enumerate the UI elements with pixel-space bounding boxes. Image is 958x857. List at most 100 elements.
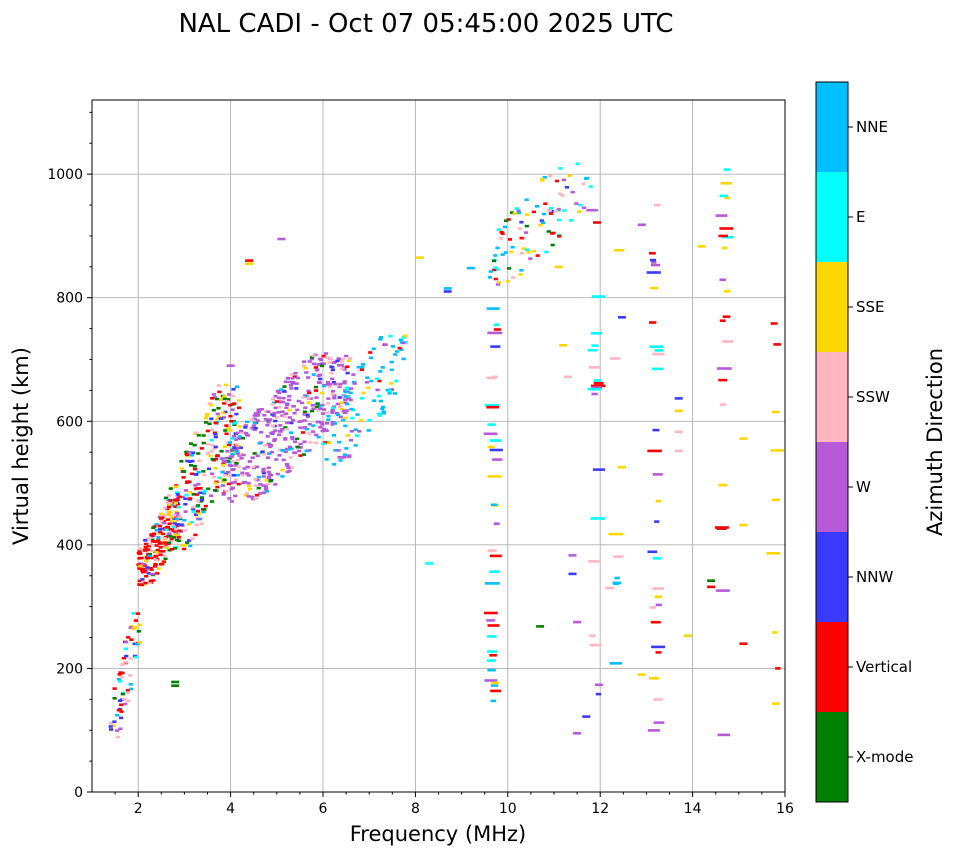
echo-point (226, 364, 235, 367)
echo-point (389, 382, 394, 385)
echo-point (313, 385, 318, 389)
echo-point (722, 315, 731, 318)
echo-point (204, 414, 209, 417)
echo-point (358, 419, 363, 422)
echo-point (236, 437, 241, 440)
echo-point (570, 190, 575, 194)
echo-point (278, 400, 283, 404)
echo-point (504, 219, 509, 222)
echo-point (648, 252, 656, 255)
echo-point (340, 357, 345, 361)
echo-point (718, 234, 728, 238)
echo-point (296, 399, 301, 403)
echo-point (521, 247, 527, 250)
echo-point (443, 290, 452, 293)
echo-point (349, 429, 354, 433)
echo-point (506, 267, 512, 270)
echo-point (222, 445, 227, 448)
x-tick-label: 8 (411, 801, 420, 817)
colorbar-label: SSE (856, 298, 885, 316)
echo-point (256, 410, 261, 414)
echo-point (278, 424, 283, 427)
echo-point (486, 635, 497, 638)
echo-point (291, 405, 296, 408)
echo-point (138, 562, 143, 565)
echo-point (284, 447, 289, 451)
echo-point (162, 537, 167, 540)
echo-point (593, 381, 604, 385)
echo-point (581, 182, 586, 186)
echo-point (143, 538, 148, 542)
echo-point (139, 583, 144, 587)
echo-point (341, 395, 346, 399)
echo-point (137, 583, 142, 586)
echo-point (307, 449, 312, 452)
echo-point (143, 546, 148, 549)
echo-point (189, 464, 194, 467)
echo-point (766, 552, 781, 555)
echo-point (495, 268, 500, 271)
echo-point (273, 419, 278, 423)
echo-point (245, 472, 250, 475)
echo-point (210, 397, 215, 400)
echo-point (191, 510, 196, 513)
echo-point (323, 428, 328, 432)
echo-point (291, 419, 296, 422)
echo-point (333, 382, 338, 386)
echo-point (225, 470, 231, 474)
echo-point (332, 422, 338, 425)
echo-point (223, 429, 228, 432)
echo-point (350, 416, 355, 420)
echo-point (242, 467, 247, 470)
echo-point (349, 387, 354, 390)
echo-point (484, 582, 500, 585)
echo-point (119, 675, 124, 679)
echo-point (196, 504, 201, 507)
echo-point (697, 245, 706, 248)
echo-point (609, 662, 623, 665)
echo-point (336, 413, 341, 417)
echo-point (548, 212, 553, 215)
echo-point (215, 454, 220, 457)
echo-point (285, 421, 290, 425)
echo-point (652, 557, 662, 560)
echo-point (283, 437, 288, 440)
echo-point (259, 431, 264, 434)
echo-point (171, 525, 177, 529)
echo-point (140, 578, 145, 581)
echo-point (301, 396, 306, 399)
echo-point (556, 208, 561, 211)
echo-point (153, 562, 158, 566)
echo-point (724, 196, 731, 200)
echo-point (311, 362, 316, 366)
echo-point (193, 487, 199, 491)
echo-point (266, 456, 271, 459)
echo-point (164, 546, 169, 550)
echo-point (345, 409, 350, 412)
echo-point (147, 581, 152, 585)
echo-point (295, 408, 300, 412)
echo-point (237, 435, 242, 438)
echo-point (519, 220, 524, 224)
echo-point (230, 408, 235, 411)
echo-point (652, 352, 665, 356)
echo-point (340, 367, 345, 370)
echo-point (137, 623, 142, 627)
echo-point (315, 368, 320, 372)
echo-point (568, 572, 577, 576)
echo-point (331, 381, 337, 384)
echo-point (395, 350, 400, 353)
echo-point (191, 507, 196, 511)
echo-point (284, 412, 289, 415)
echo-point (145, 551, 150, 555)
echo-point (567, 174, 573, 177)
echo-point (156, 539, 161, 542)
echo-point (172, 533, 177, 536)
echo-point (246, 474, 251, 477)
echo-point (489, 439, 502, 442)
echo-point (650, 620, 661, 624)
echo-point (264, 487, 269, 490)
echo-point (156, 536, 161, 540)
echo-point (294, 382, 299, 385)
echo-point (365, 376, 370, 379)
